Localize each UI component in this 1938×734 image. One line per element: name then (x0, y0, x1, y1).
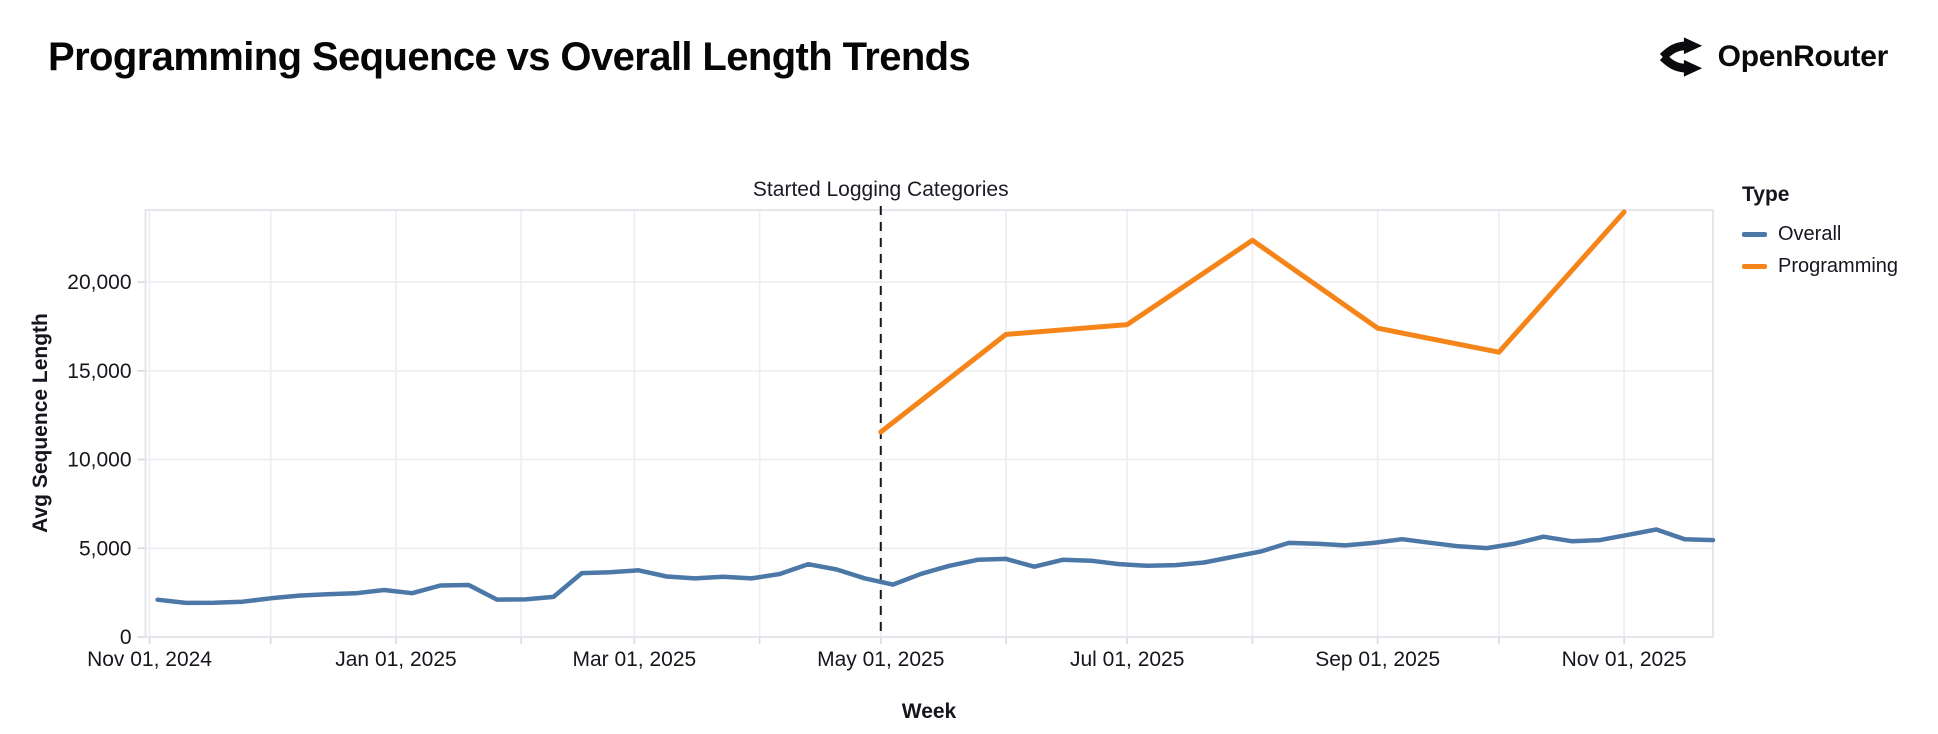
svg-text:May 01, 2025: May 01, 2025 (817, 648, 944, 671)
programming-series-swatch (1742, 264, 1767, 269)
x-axis-title: Week (901, 700, 957, 723)
y-axis-title: Avg Sequence Length (29, 313, 52, 533)
legend-item-programming: Programming (1742, 255, 1898, 278)
legend-item-label: Overall (1778, 223, 1842, 245)
svg-text:Jul 01, 2025: Jul 01, 2025 (1070, 648, 1184, 671)
annotation-label: Started Logging Categories (752, 178, 1009, 201)
legend-item-overall: Overall (1742, 223, 1898, 246)
page-title: Programming Sequence vs Overall Length T… (48, 34, 971, 79)
svg-text:15,000: 15,000 (67, 360, 131, 383)
svg-text:10,000: 10,000 (67, 449, 131, 472)
svg-text:5,000: 5,000 (79, 537, 132, 560)
legend: Type Overall Programming (1742, 183, 1898, 287)
svg-text:Jan 01, 2025: Jan 01, 2025 (335, 648, 456, 671)
svg-text:Nov 01, 2024: Nov 01, 2024 (87, 648, 212, 671)
svg-text:0: 0 (120, 626, 132, 649)
svg-text:Mar 01, 2025: Mar 01, 2025 (572, 648, 696, 671)
svg-text:Nov 01, 2025: Nov 01, 2025 (1562, 648, 1687, 671)
page-header: Programming Sequence vs Overall Length T… (48, 34, 1888, 80)
openrouter-logo-text: OpenRouter (1717, 40, 1889, 73)
overall-series-swatch (1742, 232, 1767, 237)
openrouter-logo-icon (1659, 37, 1702, 77)
openrouter-logo: OpenRouter (1659, 34, 1888, 80)
svg-text:Sep 01, 2025: Sep 01, 2025 (1315, 648, 1440, 671)
legend-title: Type (1742, 183, 1790, 206)
legend-item-label: Programming (1778, 255, 1899, 277)
svg-text:20,000: 20,000 (67, 271, 131, 294)
